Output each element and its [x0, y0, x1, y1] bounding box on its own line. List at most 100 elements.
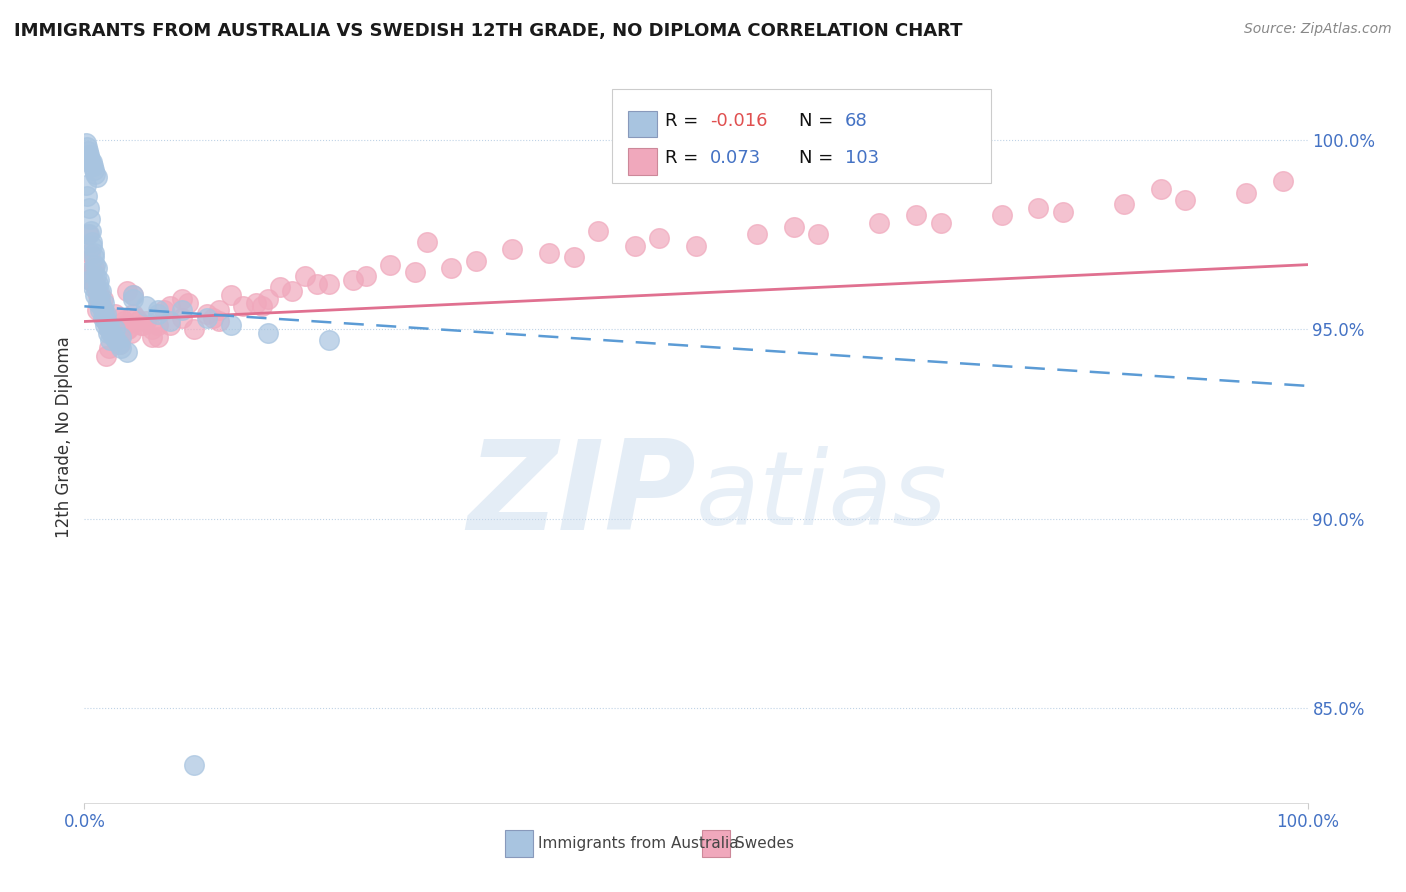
Text: 68: 68	[845, 112, 868, 129]
Point	[172, 310, 194, 325]
Point	[89, 295, 111, 310]
Point	[89, 292, 111, 306]
Point	[208, 303, 231, 318]
Point	[94, 318, 117, 333]
Point	[105, 334, 128, 348]
Point	[86, 170, 108, 185]
Point	[97, 341, 120, 355]
Point	[97, 326, 120, 340]
Point	[380, 258, 402, 272]
Point	[586, 223, 609, 237]
Point	[90, 299, 112, 313]
Point	[1052, 204, 1074, 219]
Point	[146, 307, 169, 321]
Point	[79, 152, 101, 166]
Point	[105, 334, 128, 348]
Point	[416, 235, 439, 249]
Point	[77, 227, 100, 242]
Point	[97, 322, 120, 336]
Text: N =: N =	[799, 112, 838, 129]
Point	[281, 284, 304, 298]
Point	[159, 318, 181, 333]
Point	[98, 334, 121, 348]
Text: R =: R =	[665, 112, 704, 129]
Point	[93, 295, 115, 310]
Point	[84, 288, 107, 302]
Point	[114, 318, 136, 333]
Point	[747, 227, 769, 242]
Point	[125, 310, 148, 325]
Text: N =: N =	[799, 149, 838, 167]
Point	[110, 329, 132, 343]
Point	[82, 280, 104, 294]
Point	[172, 303, 194, 318]
Y-axis label: 12th Grade, No Diploma: 12th Grade, No Diploma	[55, 336, 73, 538]
Point	[94, 310, 117, 325]
Point	[1174, 193, 1197, 207]
Point	[146, 303, 169, 318]
Point	[110, 341, 132, 355]
Point	[84, 277, 107, 291]
Point	[82, 265, 104, 279]
Point	[153, 303, 176, 318]
Point	[96, 307, 118, 321]
Point	[257, 326, 280, 340]
Point	[1150, 182, 1173, 196]
Point	[538, 246, 561, 260]
Point	[91, 292, 114, 306]
Point	[177, 295, 200, 310]
Text: R =: R =	[665, 149, 704, 167]
Text: atias: atias	[696, 446, 948, 546]
Point	[87, 288, 110, 302]
Point	[141, 322, 163, 336]
Point	[83, 246, 105, 260]
Point	[83, 261, 105, 276]
Point	[132, 318, 155, 333]
Point	[146, 329, 169, 343]
Text: Immigrants from Australia: Immigrants from Australia	[538, 837, 740, 851]
Point	[101, 326, 124, 340]
Point	[294, 268, 316, 283]
Point	[83, 250, 105, 264]
Point	[318, 334, 340, 348]
Point	[219, 318, 242, 333]
Point	[783, 219, 806, 234]
Point	[110, 310, 132, 325]
Point	[354, 268, 377, 283]
Point	[91, 310, 114, 325]
Point	[991, 208, 1014, 222]
Point	[79, 273, 101, 287]
Point	[219, 288, 242, 302]
Point	[97, 318, 120, 333]
Point	[104, 307, 127, 321]
Text: -0.016: -0.016	[710, 112, 768, 129]
Text: IMMIGRANTS FROM AUSTRALIA VS SWEDISH 12TH GRADE, NO DIPLOMA CORRELATION CHART: IMMIGRANTS FROM AUSTRALIA VS SWEDISH 12T…	[14, 22, 963, 40]
Point	[80, 265, 103, 279]
Point	[87, 284, 110, 298]
Point	[76, 189, 98, 203]
Point	[77, 201, 100, 215]
Point	[502, 243, 524, 257]
Point	[107, 337, 129, 351]
Point	[141, 329, 163, 343]
Point	[146, 318, 169, 333]
Point	[342, 273, 364, 287]
Point	[87, 292, 110, 306]
Point	[83, 162, 105, 177]
Point	[83, 258, 105, 272]
Point	[75, 136, 97, 151]
Point	[129, 318, 152, 333]
Point	[87, 277, 110, 291]
Point	[87, 273, 110, 287]
Point	[98, 322, 121, 336]
Point	[91, 303, 114, 318]
Point	[80, 155, 103, 169]
Point	[77, 265, 100, 279]
Point	[195, 307, 218, 321]
Point	[94, 310, 117, 325]
Point	[135, 314, 157, 328]
Point	[90, 299, 112, 313]
Point	[80, 223, 103, 237]
Point	[103, 329, 125, 343]
Point	[183, 322, 205, 336]
